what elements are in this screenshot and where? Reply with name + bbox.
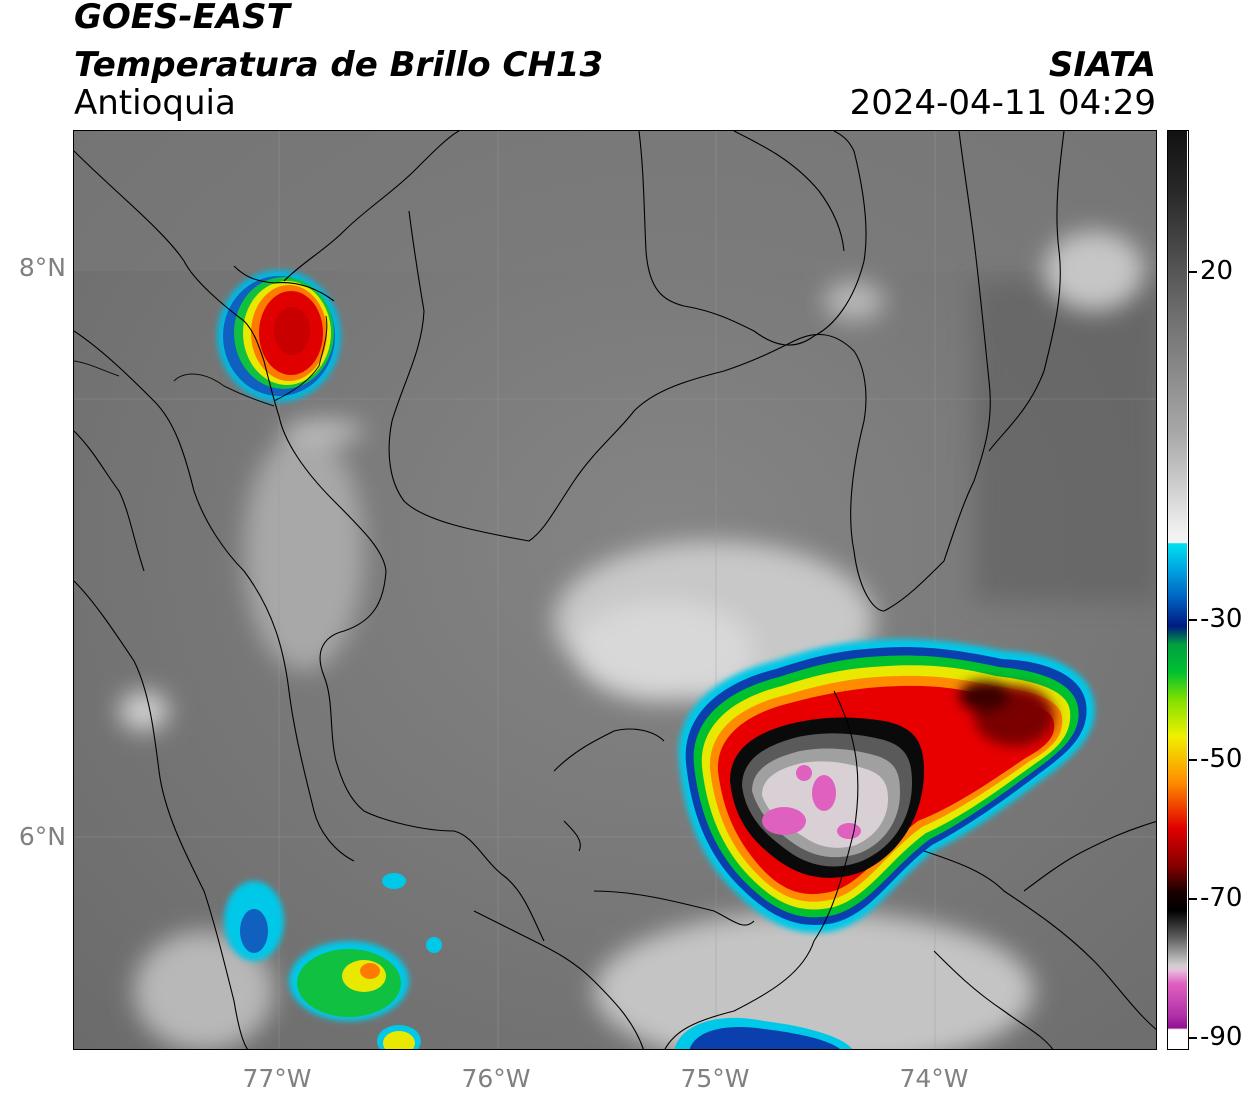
title-satellite: GOES-EAST [74,0,290,37]
lon-label-75w: 75°W [680,1064,750,1093]
lon-label-74w: 74°W [899,1064,969,1093]
colorbar-label-neg90: -90 [1200,1022,1243,1052]
storm-south [674,1017,853,1049]
colorbar-label-neg50: -50 [1200,744,1243,774]
colorbar-tick [1189,759,1197,761]
brand-label: SIATA [1048,45,1156,85]
coastline [74,315,328,407]
map-area[interactable] [73,130,1157,1050]
colorbar-tick [1189,271,1197,273]
colorbar-label-20: 20 [1200,256,1234,286]
colorbar [1167,130,1189,1050]
title-product: Temperatura de Brillo CH13 [74,45,604,85]
storm-northwest [217,270,341,402]
title-region: Antioquia [74,83,236,123]
lon-label-76w: 76°W [461,1064,531,1093]
lon-label-77w: 77°W [242,1064,312,1093]
colorbar-label-neg70: -70 [1200,883,1243,913]
timestamp-label: 2024-04-11 04:29 [849,83,1156,123]
boundaries [74,131,1156,1049]
colorbar-tick [1189,1037,1197,1039]
colorbar-label-neg30: -30 [1200,604,1243,634]
colorbar-gradient [1168,131,1187,1048]
lat-label-8n: 8°N [18,253,66,282]
storm-main [678,639,1095,933]
colorbar-tick [1189,898,1197,900]
colorbar-tick [1189,619,1197,621]
lat-label-6n: 6°N [18,822,66,851]
storm-southwest [224,873,442,1049]
